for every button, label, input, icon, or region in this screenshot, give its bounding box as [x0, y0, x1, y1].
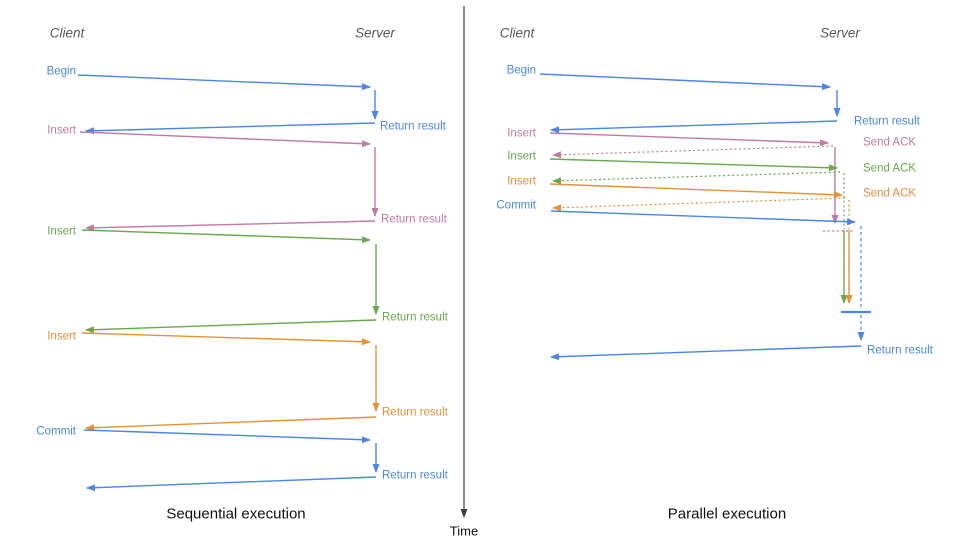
right-insert3-request-arrow [549, 183, 843, 199]
right-insert3-label: Insert [507, 175, 536, 188]
left-begin-label: Begin [46, 65, 76, 78]
right-server-header: Server [820, 25, 860, 41]
right-insert1-ack-arrow [552, 145, 834, 159]
right-client-header: Client [499, 25, 535, 41]
left-return-result-3-label: Return result [382, 311, 448, 324]
left-insert2-request-arrow [81, 229, 371, 244]
left-begin-return-arrow [85, 122, 376, 135]
right-insert2-label: Insert [507, 150, 536, 163]
right-commit-label: Commit [496, 199, 536, 212]
left-insert1-return-arrow [85, 220, 376, 232]
left-commit-request-arrow [83, 429, 371, 444]
left-insert2-return-arrow [85, 319, 377, 334]
right-begin-return-arrow [550, 120, 838, 134]
right-diagram-caption: Parallel execution [667, 505, 787, 523]
left-diagram-lines [77, 74, 380, 492]
right-insert2-request-arrow [549, 158, 838, 172]
right-commit-request-arrow [550, 210, 856, 226]
right-begin-request-arrow [539, 73, 831, 91]
left-commit-return-arrow [86, 476, 377, 492]
right-insert3-ack-arrow [552, 197, 846, 212]
left-insert3-return-arrow [85, 416, 377, 432]
left-insert2-label: Insert [47, 225, 76, 238]
right-send-ack-3-label: Send ACK [863, 187, 917, 200]
left-begin-request-arrow [77, 74, 371, 91]
right-commit-return-arrow [550, 345, 862, 361]
left-insert1-request-arrow [79, 131, 371, 148]
left-server-header: Server [355, 25, 395, 41]
right-diagram-lines [539, 73, 871, 361]
time-axis-label: Time [449, 523, 479, 539]
left-diagram-caption: Sequential execution [166, 505, 306, 523]
right-return-result-top-label: Return result [854, 115, 920, 128]
left-return-result-4-label: Return result [382, 406, 448, 419]
left-commit-label: Commit [36, 425, 76, 438]
left-client-header: Client [49, 25, 85, 41]
left-insert3-request-arrow [81, 332, 371, 346]
right-insert1-label: Insert [507, 127, 536, 140]
left-insert3-label: Insert [47, 330, 76, 343]
left-insert1-label: Insert [47, 124, 76, 137]
left-return-result-5-label: Return result [382, 469, 448, 482]
right-insert1-request-arrow [549, 132, 829, 147]
right-begin-label: Begin [506, 64, 536, 77]
right-send-ack-2-label: Send ACK [863, 162, 917, 175]
left-return-result-2-label: Return result [381, 213, 447, 226]
right-insert2-ack-arrow [552, 171, 841, 185]
left-return-result-1-label: Return result [380, 120, 446, 133]
right-return-result-bottom-label: Return result [867, 344, 933, 357]
right-send-ack-1-label: Send ACK [863, 136, 917, 149]
